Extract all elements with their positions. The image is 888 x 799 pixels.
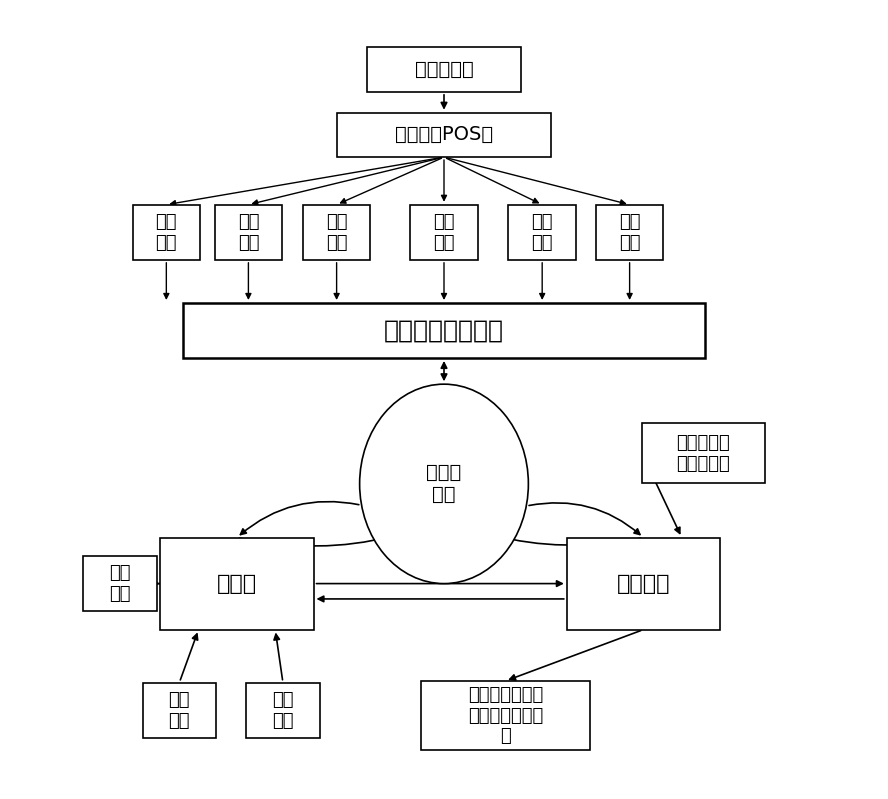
Bar <box>642 423 765 483</box>
Text: 经销商: 经销商 <box>217 574 257 594</box>
Bar <box>183 303 705 358</box>
Bar <box>567 538 720 630</box>
Text: 配料
数据: 配料 数据 <box>155 213 177 252</box>
Text: 手持扫描POS机: 手持扫描POS机 <box>395 125 493 145</box>
Text: 销售
数据: 销售 数据 <box>169 691 190 729</box>
Bar <box>246 682 320 737</box>
Text: 轮胎二维码: 轮胎二维码 <box>415 60 473 79</box>
Bar <box>132 205 200 260</box>
Text: 入库
数据: 入库 数据 <box>531 213 553 252</box>
Text: 终端用户: 终端用户 <box>616 574 670 594</box>
Text: 云追溯
系统: 云追溯 系统 <box>426 463 462 504</box>
Text: 成型
数据: 成型 数据 <box>326 213 347 252</box>
Text: 轮胎厂服务器系统: 轮胎厂服务器系统 <box>384 319 504 343</box>
Text: 轮胎信息、
经销商信息: 轮胎信息、 经销商信息 <box>677 434 730 472</box>
Bar <box>143 682 216 737</box>
Text: 出库
数据: 出库 数据 <box>619 213 640 252</box>
Text: 用户
数据: 用户 数据 <box>272 691 294 729</box>
Ellipse shape <box>360 384 528 583</box>
Bar <box>83 556 157 611</box>
Bar <box>421 681 590 750</box>
Bar <box>410 205 478 260</box>
Bar <box>368 47 520 92</box>
Bar <box>160 538 313 630</box>
Bar <box>337 113 551 157</box>
Text: 硫化
数据: 硫化 数据 <box>238 213 259 252</box>
Bar <box>215 205 282 260</box>
Text: 入库
数据: 入库 数据 <box>109 564 131 603</box>
Text: 检测
数据: 检测 数据 <box>433 213 455 252</box>
Text: 使用情况、细致
要求、建议和意
见: 使用情况、细致 要求、建议和意 见 <box>468 686 543 745</box>
Bar <box>509 205 576 260</box>
Bar <box>596 205 663 260</box>
Bar <box>303 205 370 260</box>
